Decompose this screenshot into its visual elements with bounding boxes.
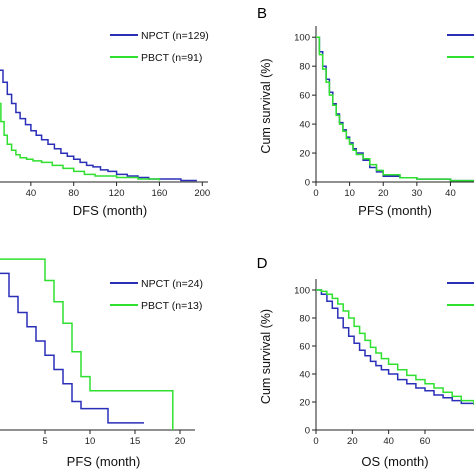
panel-d-x-tick-label: 20	[347, 436, 358, 447]
panel-b-y-tick-label: 100	[294, 33, 310, 44]
panel-b-series-pbct-line	[316, 36, 474, 182]
panel-d-y-tick-label: 20	[299, 398, 310, 409]
panel-a-x-tick-label: 120	[109, 188, 125, 199]
panel-a-x-tick-label: 40	[26, 188, 37, 199]
panel-a-x-tick-label: 80	[68, 188, 79, 199]
panel-b-letter: B	[257, 5, 267, 22]
panel-c-x-axis-label: PFS (month)	[67, 454, 141, 469]
panel-c-legend-label-pbct: PBCT (n=13)	[141, 300, 202, 312]
panel-a-x-tick-label: 160	[151, 188, 167, 199]
panel-d-series-pbct-line	[316, 289, 474, 405]
panel-b-x-tick-label: 20	[378, 188, 389, 199]
panel-a-legend-label-npct: NPCT (n=129)	[141, 30, 209, 42]
panel-a-x-axis-label: DFS (month)	[73, 203, 147, 218]
panel-c-x-tick-label: 10	[85, 436, 96, 447]
panel-c-x-tick-label: 5	[42, 436, 47, 447]
panel-b-y-tick-label: 60	[299, 91, 310, 102]
panel-b-y-tick-label: 0	[305, 178, 310, 189]
panel-a-series-npct-line	[0, 69, 197, 182]
panel-b-x-tick-label: 30	[412, 188, 423, 199]
panel-d-x-tick-label: 0	[313, 436, 318, 447]
panel-d-x-tick-label: 40	[383, 436, 394, 447]
panel-a-x-tick-label: 200	[194, 188, 210, 199]
panel-b-y-tick-label: 40	[299, 120, 310, 131]
panel-d-y-tick-label: 80	[299, 314, 310, 325]
panel-b-series-npct-line	[316, 36, 474, 182]
panel-b-x-tick-label: 40	[445, 188, 456, 199]
panel-b-x-tick-label: 0	[313, 188, 318, 199]
panel-d-y-tick-label: 0	[305, 426, 310, 437]
panel-c-x-tick-label: 20	[175, 436, 186, 447]
panel-b-y-tick-label: 20	[299, 149, 310, 160]
panel-b-x-tick-label: 10	[344, 188, 355, 199]
panel-d-letter: D	[257, 255, 268, 272]
panel-d-y-tick-label: 60	[299, 342, 310, 353]
panel-d-y-tick-label: 40	[299, 370, 310, 381]
panel-d-series-npct-line	[316, 289, 474, 405]
panel-d-x-tick-label: 60	[420, 436, 431, 447]
panel-d-y-tick-label: 100	[294, 286, 310, 297]
panel-d-y-axis-label: Cum survival (%)	[259, 309, 273, 404]
panel-b-y-axis-label: Cum survival (%)	[259, 58, 273, 153]
panel-c-series-npct-line	[0, 272, 144, 424]
panel-c-series-pbct-line	[0, 258, 174, 430]
panel-a-legend-label-pbct: PBCT (n=91)	[141, 52, 202, 64]
panel-a-series-pbct-line	[0, 102, 161, 181]
panel-c-x-tick-label: 15	[130, 436, 141, 447]
panel-b-y-tick-label: 80	[299, 62, 310, 73]
panel-b-x-axis-label: PFS (month)	[358, 203, 432, 218]
panel-c-legend-label-npct: NPCT (n=24)	[141, 278, 203, 290]
panel-d-x-axis-label: OS (month)	[361, 454, 428, 469]
